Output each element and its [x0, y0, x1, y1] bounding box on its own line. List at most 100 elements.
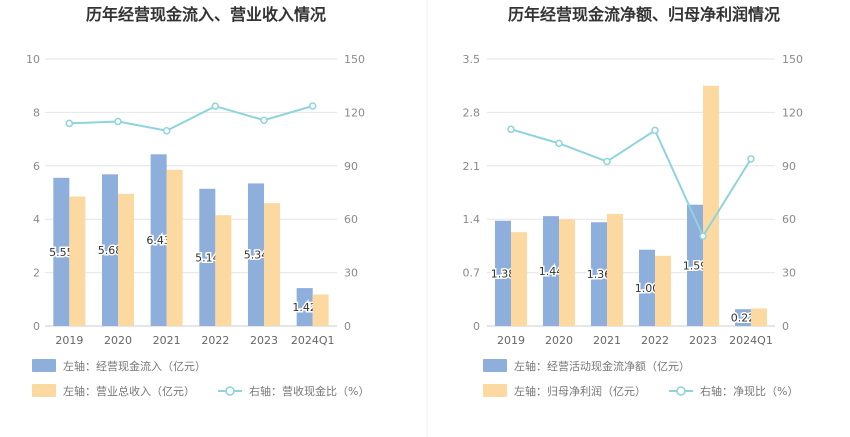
ratio-point: [603, 157, 611, 166]
y-left-tick-label: 0.7: [463, 267, 481, 280]
y-left-tick-label: 3.5: [463, 53, 481, 66]
bar-secondary: [607, 213, 623, 326]
x-tick-label: 2021: [153, 334, 181, 347]
bar-secondary: [215, 215, 232, 326]
data-label: 1.44: [539, 265, 564, 278]
y-left-tick-label: 6: [33, 160, 40, 173]
bar-primary: [53, 177, 70, 326]
legend-swatch: [32, 384, 56, 397]
bar-primary: [687, 204, 703, 326]
y-right-tick-label: 90: [344, 160, 358, 173]
data-label: 5.14: [195, 251, 220, 264]
y-right-tick-label: 120: [782, 106, 803, 119]
bar-secondary: [559, 219, 575, 326]
bar-secondary: [166, 169, 183, 326]
y-right-tick-label: 60: [782, 213, 796, 226]
bar-primary: [735, 309, 751, 326]
ratio-point: [699, 232, 707, 240]
bar-secondary: [312, 294, 329, 326]
data-label: 0.22: [731, 312, 756, 325]
ratio-line: [510, 128, 752, 239]
x-tick-label: 2023: [689, 334, 717, 347]
data-label: 1.36: [587, 268, 612, 281]
legend-swatch: [483, 359, 507, 372]
y-right-tick-label: 30: [344, 267, 358, 280]
bar-primary: [543, 216, 559, 326]
x-tick-label: 2021: [593, 334, 621, 347]
ratio-line: [69, 105, 313, 132]
data-label: 1.00: [635, 282, 660, 295]
chart-panel-2: 历年经营现金流净额、归母净利润情况 0 0.7 1.4 2.1 2.8 3.5 0 30 60 90…: [463, 5, 804, 398]
x-tick-label: 2020: [104, 334, 132, 347]
ratio-point: [555, 139, 563, 148]
x-tick-label: 2022: [201, 334, 229, 347]
data-label: 1.59: [683, 259, 708, 272]
y-left-tick-label: 8: [33, 106, 40, 119]
ratio-point: [308, 102, 317, 110]
legend-label: 右轴：营收现金比（%）: [249, 384, 369, 398]
y-left-tick-label: 1.4: [463, 213, 481, 226]
legend-label: 右轴：净现比（%）: [700, 384, 798, 398]
data-label: 1.38: [491, 267, 516, 280]
bar-primary: [102, 174, 118, 326]
ratio-point: [260, 116, 268, 124]
y-left-tick-label: 4: [33, 213, 40, 226]
legend-label: 左轴：归母净利润（亿元）: [514, 384, 646, 398]
data-label: 5.68: [98, 244, 123, 257]
y-left-tick-label: 10: [26, 53, 40, 66]
y-left-tick-label: 0: [33, 320, 40, 333]
bar-primary: [199, 188, 216, 326]
y-right-tick-label: 0: [782, 320, 789, 333]
data-label: 5.34: [244, 249, 269, 262]
bar-secondary: [264, 203, 280, 326]
bar-secondary: [655, 255, 671, 326]
ratio-point: [162, 126, 171, 135]
y-left-tick-label: 2.1: [463, 160, 481, 173]
x-tick-label: 2024Q1: [729, 334, 773, 347]
bar-primary: [591, 222, 607, 326]
x-tick-label: 2024Q1: [291, 334, 335, 347]
bar-primary: [248, 183, 264, 326]
chart-title: 历年经营现金流净额、归母净利润情况: [508, 5, 780, 24]
ratio-point: [65, 119, 74, 128]
bar-primary: [296, 288, 313, 326]
x-tick-label: 2022: [641, 334, 669, 347]
legend-swatch: [32, 359, 56, 372]
y-right-tick-label: 120: [344, 106, 365, 119]
y-right-tick-label: 150: [782, 53, 803, 66]
legend-swatch: [483, 384, 507, 397]
data-label: 5.55: [49, 246, 74, 259]
bar-secondary: [751, 308, 767, 326]
chart-title: 历年经营现金流入、营业收入情况: [86, 5, 326, 24]
bar-secondary: [703, 85, 719, 326]
bar-primary: [495, 220, 511, 326]
bar-primary: [150, 154, 167, 326]
y-right-tick-label: 0: [344, 320, 351, 333]
x-tick-label: 2019: [55, 334, 83, 347]
bar-secondary: [511, 232, 527, 326]
ratio-point: [747, 155, 755, 163]
legend-marker-icon: [676, 386, 686, 396]
x-tick-label: 2023: [250, 334, 278, 347]
legend-marker-icon: [225, 386, 235, 396]
x-tick-label: 2020: [545, 334, 573, 347]
y-left-tick-label: 2: [33, 267, 40, 280]
bar-primary: [639, 249, 655, 326]
x-tick-label: 2019: [497, 334, 525, 347]
ratio-point: [211, 102, 220, 110]
ratio-point: [114, 117, 122, 126]
ratio-point: [507, 125, 515, 134]
bar-secondary: [69, 196, 86, 326]
bar-secondary: [118, 193, 134, 326]
y-right-tick-label: 90: [782, 160, 796, 173]
y-left-tick-label: 0: [473, 320, 480, 333]
chart-panel-1: 历年经营现金流入、营业收入情况 0 2 4 6 8 10 0 30 60 90 120 150 2019 2…: [26, 5, 369, 398]
legend-label: 左轴：经营活动现金流净额（亿元）: [514, 359, 690, 373]
y-right-tick-label: 30: [782, 267, 796, 280]
legend-label: 左轴：经营现金流入（亿元）: [63, 359, 206, 373]
y-right-tick-label: 60: [344, 213, 358, 226]
y-right-tick-label: 150: [344, 53, 365, 66]
data-label: 6.43: [146, 234, 171, 247]
